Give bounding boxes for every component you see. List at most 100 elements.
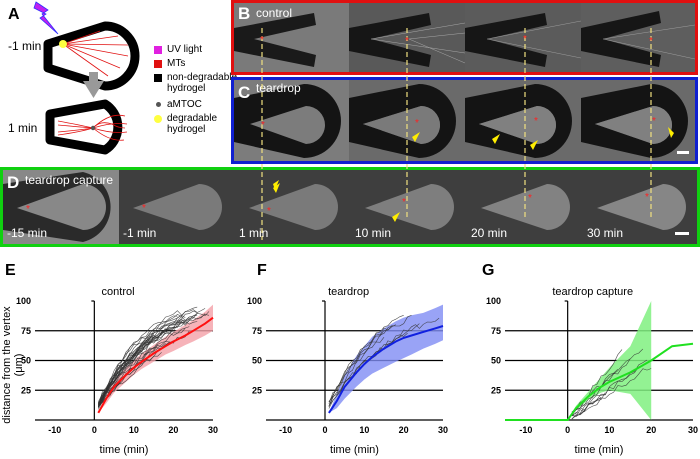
y-tick-label: 25 — [491, 385, 501, 395]
individual-trace — [98, 321, 198, 408]
individual-trace — [328, 324, 396, 404]
individual-trace — [98, 312, 198, 405]
x-tick-label: 20 — [399, 425, 409, 435]
individual-trace — [328, 337, 385, 407]
legend-label-amtoc: aMTOC — [167, 99, 202, 110]
panel-c-tile-1 — [234, 80, 349, 161]
panel-b-frame: B control — [231, 0, 698, 75]
panel-d-letter: D — [7, 173, 20, 192]
individual-trace — [571, 349, 623, 413]
y-tick-label: 75 — [21, 326, 31, 336]
confidence-band — [98, 304, 213, 413]
teardrop-after — [45, 99, 128, 155]
y-tick-label: 100 — [247, 296, 262, 306]
time-label-2: -1 min — [123, 226, 157, 240]
legend-swatch-mts — [154, 60, 162, 68]
chart-title: teardrop capture — [552, 286, 633, 298]
time-after-label: 1 min — [8, 121, 38, 135]
individual-trace — [98, 306, 198, 403]
y-tick-label: 75 — [491, 326, 501, 336]
y-tick-label: 25 — [252, 385, 262, 395]
individual-trace — [98, 333, 154, 407]
x-tick-label: 30 — [438, 425, 448, 435]
legend-label-nondegradable: non-degradable — [167, 72, 238, 83]
legend-swatch-uv — [154, 46, 162, 54]
individual-trace — [98, 316, 190, 405]
panel-f-letter: F — [257, 262, 267, 279]
legend-label-mts: MTs — [167, 58, 186, 69]
panel-b-tile-4 — [581, 3, 695, 72]
legend-label-degradable-2: hydrogel — [167, 124, 206, 135]
confidence-band — [328, 304, 443, 413]
time-label-3: 1 min — [239, 226, 269, 240]
x-tick-label: 0 — [322, 425, 327, 435]
panel-e-letter: E — [5, 262, 16, 279]
panel-c-frame: C teardrop — [231, 77, 698, 164]
panel-d-tile-4: 10 min — [351, 170, 467, 244]
y-tick-label: 75 — [252, 326, 262, 336]
x-tick-label: 20 — [646, 425, 656, 435]
y-tick-label: 50 — [252, 356, 262, 366]
teardrop-before — [33, 1, 140, 91]
individual-trace — [98, 327, 170, 404]
scale-bar — [677, 151, 689, 154]
panel-d-frame: -15 min -1 min 1 min 10 min 20 min 30 mi… — [0, 167, 700, 247]
amtoc-dot — [90, 125, 96, 131]
individual-trace — [571, 365, 643, 417]
x-axis-label: time (min) — [575, 444, 624, 456]
panel-a-letter: A — [8, 6, 20, 23]
legend-label-degradable: degradable — [167, 113, 218, 124]
x-tick-label: 20 — [168, 425, 178, 435]
panel-c-letter: C — [238, 83, 251, 102]
legend-dot-amtoc — [156, 102, 161, 107]
x-tick-label: -10 — [48, 425, 61, 435]
panel-d-tile-6: 30 min — [583, 170, 697, 244]
time-label-6: 30 min — [587, 226, 624, 240]
panel-b-tile-3 — [465, 3, 581, 72]
x-tick-label: 30 — [688, 425, 698, 435]
x-tick-label: 0 — [92, 425, 97, 435]
individual-trace — [571, 348, 644, 415]
x-tick-label: 10 — [604, 425, 614, 435]
degradable-hydrogel-dot — [59, 40, 67, 48]
individual-trace — [98, 318, 182, 403]
panel-a-schematic — [33, 1, 140, 155]
mts-radial — [62, 30, 129, 77]
uv-light-bolt-icon — [33, 1, 59, 35]
y-tick-label: 50 — [491, 356, 501, 366]
panel-b-title: control — [256, 6, 293, 20]
legend-dot-degradable — [154, 115, 162, 123]
individual-trace — [98, 308, 206, 404]
mean-line — [505, 342, 694, 421]
down-arrow-icon — [83, 72, 104, 98]
panel-c-tile-2 — [349, 80, 465, 161]
time-label-5: 20 min — [471, 226, 508, 240]
time-label-1: -15 min — [7, 226, 48, 240]
chart-title: control — [102, 286, 135, 298]
y-tick-label: 100 — [16, 296, 31, 306]
individual-trace — [571, 396, 602, 417]
x-axis-label: time (min) — [330, 444, 379, 456]
x-tick-label: 10 — [359, 425, 369, 435]
panel-c-tile-4 — [581, 80, 695, 161]
time-label-4: 10 min — [355, 226, 392, 240]
legend-label-nondegradable-2: hydrogel — [167, 83, 206, 94]
individual-trace — [328, 315, 412, 407]
y-tick-label: 100 — [486, 296, 501, 306]
mean-line — [328, 325, 444, 414]
individual-trace — [98, 310, 182, 405]
panel-d-tile-5: 20 min — [467, 170, 583, 244]
panel-b-tile-1 — [234, 3, 349, 72]
y-tick-label: 50 — [21, 356, 31, 366]
panel-c-tile-3 — [465, 80, 581, 161]
individual-trace — [98, 327, 166, 405]
x-tick-label: 0 — [565, 425, 570, 435]
panel-d-tile-3: 1 min — [235, 170, 351, 244]
x-axis-label: time (min) — [100, 444, 149, 456]
panel-d-tile-1: -15 min — [3, 170, 119, 244]
chart-title: teardrop — [328, 286, 369, 298]
panel-b-tile-2 — [349, 3, 465, 72]
panel-d-tile-2: -1 min — [119, 170, 235, 244]
panel-g-letter: G — [482, 262, 495, 279]
